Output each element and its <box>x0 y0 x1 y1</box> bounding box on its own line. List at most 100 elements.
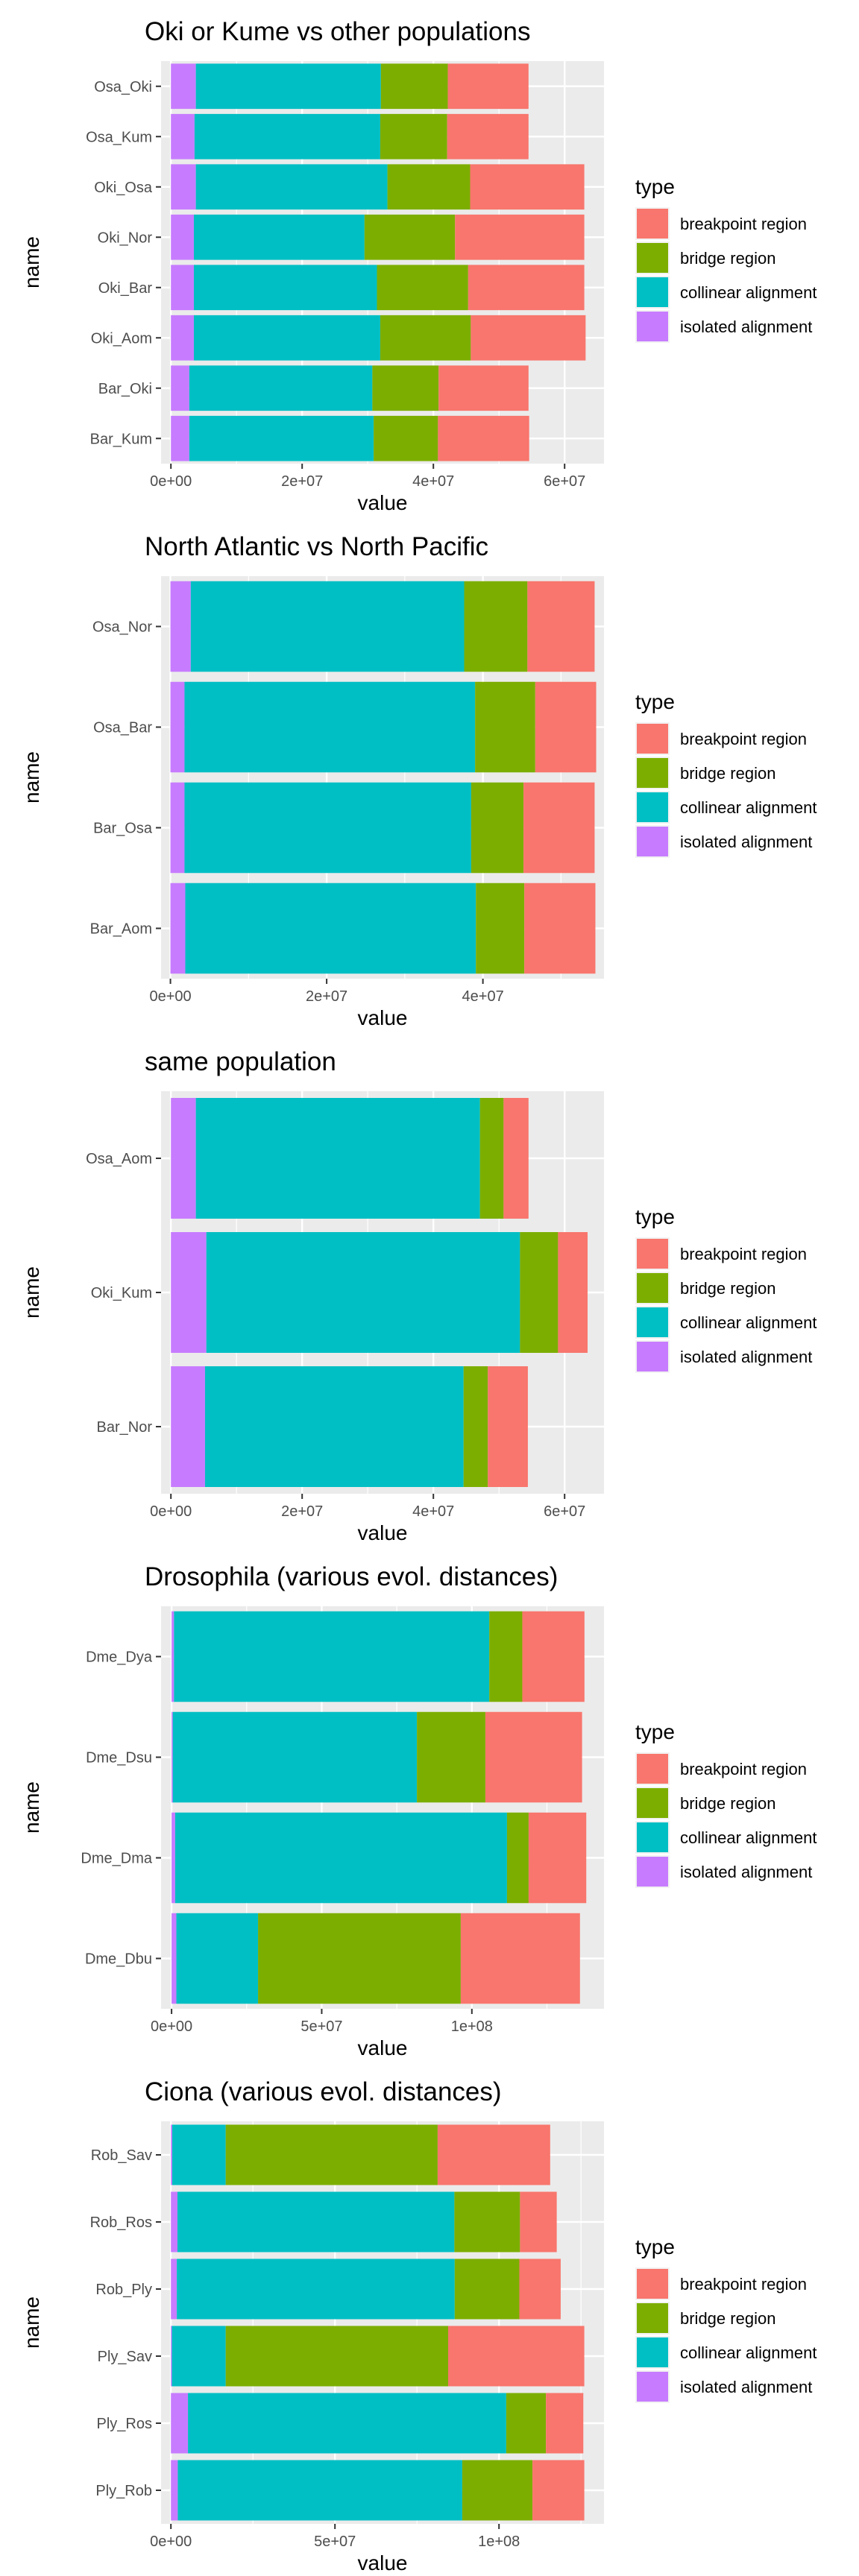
x-tick-label: 5e+07 <box>301 2018 342 2035</box>
bar-osa-bar-collinear <box>184 681 476 773</box>
bar-bar-oki-isolated <box>171 365 189 411</box>
legend-swatch-collinear <box>637 1822 668 1852</box>
bar-ply-rob-collinear <box>177 2460 462 2521</box>
bar-dme-dbu-isolated <box>172 1913 177 2004</box>
x-tick-label: 4e+07 <box>412 473 454 490</box>
y-tick-label-osa-aom: Osa_Aom <box>86 1151 152 1167</box>
bar-oki-nor-breakpoint <box>455 214 585 260</box>
bar-bar-oki-collinear <box>189 365 373 411</box>
y-tick-label-dme-dbu: Dme_Dbu <box>85 1951 152 1968</box>
legend: type breakpoint region bridge region collin… <box>635 690 816 858</box>
bar-bar-aom-isolated <box>170 883 186 974</box>
legend-swatch-bridge <box>637 1273 668 1303</box>
y-axis-label: name <box>20 751 43 804</box>
bar-oki-osa-collinear <box>195 164 388 210</box>
bar-ply-rob-isolated <box>171 2460 178 2521</box>
y-tick-label-oki-aom: Oki_Aom <box>91 330 152 347</box>
plot-background <box>161 2121 604 2524</box>
legend-swatch-collinear <box>637 1307 668 1337</box>
legend-label-bridge: bridge region <box>680 249 775 268</box>
x-tick-label: 0e+00 <box>150 2534 192 2550</box>
legend-swatch-breakpoint <box>637 1754 668 1784</box>
bar-dme-dya-bridge <box>489 1611 523 1702</box>
bar-osa-aom-isolated <box>171 1098 196 1219</box>
legend-swatch-bridge <box>637 2303 668 2333</box>
y-tick-label-osa-kum: Osa_Kum <box>86 129 152 145</box>
y-axis-label: name <box>20 2296 43 2349</box>
bar-rob-ply-isolated <box>171 2258 177 2320</box>
panel-drosophila: Drosophila (various evol. distances) Dme_… <box>0 1545 859 2060</box>
bar-osa-bar-breakpoint <box>535 681 597 773</box>
legend-swatch-bridge <box>637 1788 668 1818</box>
bar-oki-kum-breakpoint <box>558 1232 588 1353</box>
legend-swatch-bridge <box>637 243 668 273</box>
chart-title: same population <box>145 1047 336 1076</box>
y-tick-label-ply-sav: Ply_Sav <box>98 2349 152 2365</box>
x-tick-label: 1e+08 <box>451 2018 493 2035</box>
axes: Rob_Sav Rob_Ros Rob_Ply Ply_Sav Ply_Ros Ply_R… <box>90 2147 520 2550</box>
y-tick-label-dme-dsu: Dme_Dsu <box>86 1750 152 1767</box>
bar-oki-osa-bridge <box>387 164 471 210</box>
legend-swatch-breakpoint <box>637 2269 668 2299</box>
bar-dme-dma-isolated <box>172 1812 175 1904</box>
bars <box>171 63 586 461</box>
y-tick-label-oki-kum: Oki_Kum <box>91 1285 152 1301</box>
bar-ply-ros-breakpoint <box>546 2393 584 2454</box>
y-axis-label: name <box>20 1781 43 1834</box>
y-tick-label-oki-nor: Oki_Nor <box>98 230 153 246</box>
y-tick-label-bar-aom: Bar_Aom <box>90 921 152 938</box>
x-axis-label: value <box>358 2551 408 2575</box>
bar-bar-osa-collinear <box>184 782 471 874</box>
bar-rob-ros-collinear <box>177 2191 455 2253</box>
bar-rob-sav-isolated <box>171 2124 172 2185</box>
legend-swatch-isolated <box>637 827 668 856</box>
panel-oki-kume: Oki or Kume vs other populations Osa_Oki O… <box>0 0 859 515</box>
x-tick-label: 2e+07 <box>306 988 347 1005</box>
x-tick-label: 4e+07 <box>412 1503 454 1520</box>
bar-rob-ply-bridge <box>454 2258 520 2320</box>
bar-oki-osa-isolated <box>171 164 196 210</box>
bar-rob-sav-collinear <box>172 2124 226 2185</box>
legend-swatch-collinear <box>637 2337 668 2367</box>
bar-rob-sav-breakpoint <box>437 2124 550 2185</box>
bar-dme-dma-bridge <box>506 1812 529 1904</box>
x-axis-label: value <box>358 1521 408 1544</box>
legend-label-collinear: collinear alignment <box>680 1828 816 1847</box>
bar-rob-ros-bridge <box>454 2191 520 2253</box>
legend-swatch-bridge <box>637 758 668 788</box>
bar-osa-bar-bridge <box>475 681 535 773</box>
y-tick-label-rob-ros: Rob_Ros <box>90 2214 152 2231</box>
bar-osa-oki-isolated <box>171 63 196 110</box>
bar-bar-osa-breakpoint <box>523 782 595 874</box>
legend-swatch-collinear <box>637 792 668 822</box>
bar-osa-kum-isolated <box>171 113 195 160</box>
x-tick-label: 1e+08 <box>478 2534 520 2550</box>
bar-dme-dbu-collinear <box>176 1913 259 2004</box>
legend-swatch-isolated <box>637 1857 668 1887</box>
legend-swatch-breakpoint <box>637 209 668 239</box>
bars <box>172 1611 587 2004</box>
bar-bar-aom-breakpoint <box>524 883 596 974</box>
bar-dme-dbu-bridge <box>258 1913 461 2004</box>
y-tick-label-rob-sav: Rob_Sav <box>91 2147 152 2164</box>
bar-dme-dsu-bridge <box>417 1711 485 1803</box>
bar-dme-dsu-breakpoint <box>485 1711 582 1803</box>
bar-dme-dya-breakpoint <box>522 1611 585 1702</box>
legend-swatch-isolated <box>637 1342 668 1371</box>
bar-bar-osa-bridge <box>471 782 524 874</box>
bar-oki-osa-breakpoint <box>470 164 585 210</box>
bar-ply-rob-breakpoint <box>532 2460 585 2521</box>
legend-swatch-breakpoint <box>637 724 668 754</box>
legend-label-collinear: collinear alignment <box>680 1313 816 1332</box>
y-tick-label-ply-rob: Ply_Rob <box>95 2483 152 2499</box>
bar-oki-nor-isolated <box>171 214 194 260</box>
bar-ply-ros-collinear <box>188 2393 506 2454</box>
legend-label-isolated: isolated alignment <box>680 2378 812 2396</box>
x-tick-label: 6e+07 <box>544 473 585 490</box>
legend: type breakpoint region bridge region collin… <box>635 2235 816 2403</box>
y-tick-label-osa-bar: Osa_Bar <box>93 720 152 736</box>
legend: type breakpoint region bridge region collin… <box>635 1720 816 1888</box>
x-tick-label: 2e+07 <box>281 473 323 490</box>
panel-ciona: Ciona (various evol. distances) Rob_Sav Ro… <box>0 2060 859 2575</box>
